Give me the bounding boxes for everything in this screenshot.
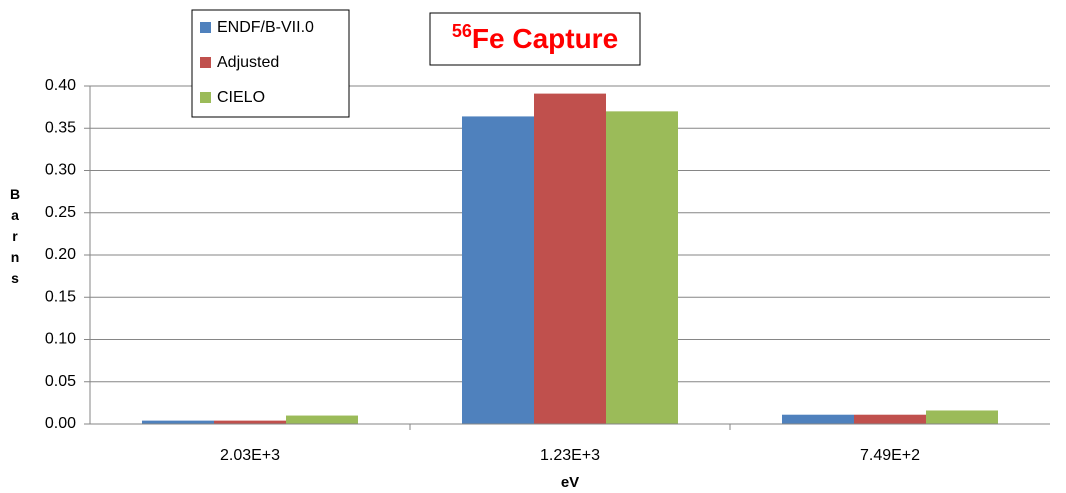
bar <box>214 420 286 424</box>
legend-box <box>191 9 350 118</box>
y-tick-label: 0.00 <box>45 415 76 432</box>
y-tick-label: 0.30 <box>45 162 76 179</box>
bar <box>606 111 678 424</box>
x-tick-label: 7.49E+2 <box>860 447 920 464</box>
bar <box>782 414 854 424</box>
y-tick-label: 0.10 <box>45 331 76 348</box>
bar <box>462 116 534 425</box>
legend-swatch <box>200 22 211 33</box>
y-tick-label: 0.20 <box>45 246 76 263</box>
y-tick-label: 0.15 <box>45 288 76 305</box>
x-tick-label: 2.03E+3 <box>220 447 280 464</box>
y-tick-label: 0.35 <box>45 119 76 136</box>
y-tick-label: 0.40 <box>45 77 76 94</box>
bar <box>286 415 358 424</box>
x-tick-label: 1.23E+3 <box>540 447 600 464</box>
bar <box>142 420 214 424</box>
y-tick-label: 0.25 <box>45 204 76 221</box>
title-text: Fe Capture <box>472 23 618 54</box>
chart-title: 56Fe Capture <box>452 21 618 55</box>
title-superscript: 56 <box>452 21 472 41</box>
y-tick-label: 0.05 <box>45 373 76 390</box>
x-axis-label: eV <box>561 474 579 491</box>
title-box <box>429 12 641 66</box>
legend-label: CIELO <box>217 89 265 106</box>
bar <box>854 414 926 424</box>
legend-label: ENDF/B-VII.0 <box>217 19 314 36</box>
y-axis-label: Barns <box>7 186 23 291</box>
bar <box>926 410 998 424</box>
bar <box>534 93 606 424</box>
legend-swatch <box>200 92 211 103</box>
legend-label: Adjusted <box>217 54 279 71</box>
legend-swatch <box>200 57 211 68</box>
